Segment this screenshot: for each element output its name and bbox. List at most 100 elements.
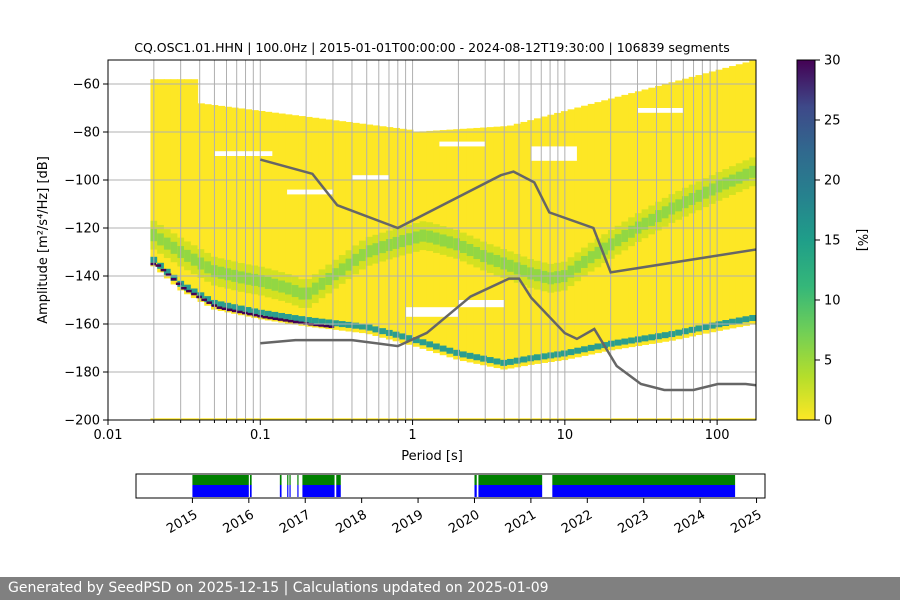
- footer-text: Generated by SeedPSD on 2025-12-15 | Cal…: [8, 580, 549, 596]
- timeline-tick-label: 2025: [728, 507, 764, 537]
- heat-floor-band: [540, 353, 549, 360]
- psd-heatmap: [150, 60, 756, 420]
- heat-floor-dark: [328, 325, 335, 328]
- heat-floor-band: [318, 318, 326, 325]
- y-tick-label: −100: [64, 174, 100, 189]
- heat-mode-core: [493, 255, 501, 268]
- heat-mode-core: [419, 229, 427, 242]
- heat-body-column: [224, 106, 232, 313]
- heat-body-column: [574, 107, 582, 358]
- timeline-data-segment: [474, 485, 477, 497]
- heat-mode-core: [533, 269, 542, 282]
- heat-floor-band: [285, 314, 293, 321]
- heat-floor-band: [258, 309, 266, 316]
- heat-mode-core: [385, 239, 394, 252]
- heat-sparse-gap: [287, 189, 333, 195]
- heat-mode-core: [392, 236, 400, 249]
- heat-mode-core: [412, 231, 421, 244]
- heat-body-column: [338, 121, 347, 331]
- heat-mode-core: [406, 233, 414, 246]
- heat-mode-core: [446, 236, 454, 249]
- timeline-axis: 2015 2016 2017 2018 2019 2020 2021 2022 2023 2024…: [164, 498, 765, 537]
- colorbar-tick-label: 15: [824, 234, 841, 249]
- timeline-tick-label: 2018: [333, 507, 369, 537]
- timeline-psd-segment: [249, 475, 252, 485]
- heat-body-column: [379, 126, 387, 338]
- y-tick-label: −80: [73, 126, 100, 141]
- heat-floor-band: [708, 322, 717, 329]
- heat-floor-band: [634, 336, 643, 343]
- heat-mode-core: [237, 271, 246, 284]
- heat-mode-core: [439, 234, 448, 247]
- heat-floor-dark: [221, 307, 228, 311]
- heat-body-column: [163, 79, 172, 279]
- timeline-data-segment: [297, 485, 299, 497]
- heat-floor-dark: [247, 312, 253, 316]
- heat-body-column: [204, 104, 212, 306]
- heat-mode-core: [399, 235, 407, 248]
- x-axis-label: Period [s]: [401, 449, 463, 464]
- heat-mode-core: [298, 287, 306, 300]
- heat-floor-dark: [186, 289, 192, 293]
- heat-mode-core: [459, 240, 468, 253]
- heat-body-column: [237, 108, 246, 316]
- heat-floor-band: [621, 338, 629, 345]
- y-tick-label: −140: [64, 270, 100, 285]
- timeline-tick-label: 2016: [221, 507, 257, 537]
- heat-mode-core: [715, 180, 723, 193]
- heat-floor-dark: [196, 295, 202, 299]
- heat-mode-core: [581, 255, 589, 268]
- heat-floor-dark: [165, 273, 172, 276]
- heat-floor-band: [385, 329, 394, 336]
- heat-floor-band: [224, 302, 232, 309]
- heat-floor-dark: [252, 313, 258, 317]
- heat-floor-band: [231, 304, 239, 311]
- heat-mode-core: [338, 263, 347, 276]
- timeline-segments: [192, 475, 736, 497]
- timeline-plot: 2015 2016 2017 2018 2019 2020 2021 2022 2023 2024…: [135, 473, 766, 537]
- y-tick-label: −200: [64, 414, 100, 429]
- heat-floor-band: [581, 346, 589, 353]
- heat-floor-band: [533, 354, 542, 361]
- x-tick-label: 0.1: [250, 428, 271, 443]
- x-tick-label: 0.01: [94, 428, 123, 443]
- heat-body-column: [278, 113, 286, 323]
- heat-mode-core: [311, 282, 320, 295]
- heat-mode-core: [345, 258, 353, 271]
- heat-floor-dark: [292, 320, 299, 324]
- timeline-psd-segment: [478, 475, 543, 485]
- heat-body-column: [749, 60, 756, 325]
- heat-mode-core: [163, 237, 172, 250]
- heat-floor-band: [473, 354, 481, 361]
- axes: 0.01 0.1 1 10 100 −200 −180 −160 −140 −120 −100 −80…: [64, 78, 729, 444]
- heat-mode-core: [628, 225, 636, 238]
- timeline-psd-segment: [552, 475, 736, 485]
- heat-mode-core: [547, 272, 555, 285]
- timeline-data-segment: [192, 485, 249, 497]
- heat-floor-dark: [216, 306, 223, 309]
- heat-floor-band: [668, 331, 676, 338]
- heat-sparse-gap: [405, 307, 459, 317]
- heat-body-column: [540, 116, 549, 363]
- heat-body-column: [614, 96, 623, 350]
- heat-floor-band: [480, 355, 488, 362]
- plot-title: CQ.OSC1.01.HHN | 100.0Hz | 2015-01-01T00…: [134, 40, 730, 55]
- heat-body-column: [507, 125, 515, 369]
- heat-body-column: [325, 119, 333, 330]
- y-axis-label: Amplitude [m²/s⁴/Hz] [dB]: [36, 156, 51, 324]
- heat-floor-band: [547, 352, 555, 359]
- heat-body-column: [581, 105, 589, 356]
- heat-mode-core: [480, 250, 488, 263]
- heat-floor-band: [486, 357, 495, 364]
- heat-floor-dark: [150, 262, 157, 266]
- heat-floor-dark: [180, 286, 187, 290]
- timeline-data-segment: [289, 485, 291, 497]
- heat-floor-band: [332, 320, 340, 327]
- heat-floor-band: [729, 318, 737, 325]
- timeline-psd-segment: [279, 475, 282, 485]
- heat-body-column: [587, 103, 596, 355]
- heat-body-column: [305, 116, 313, 327]
- heat-floor-dark: [242, 311, 248, 315]
- heat-body-column: [621, 94, 629, 349]
- heat-body-column: [332, 120, 340, 330]
